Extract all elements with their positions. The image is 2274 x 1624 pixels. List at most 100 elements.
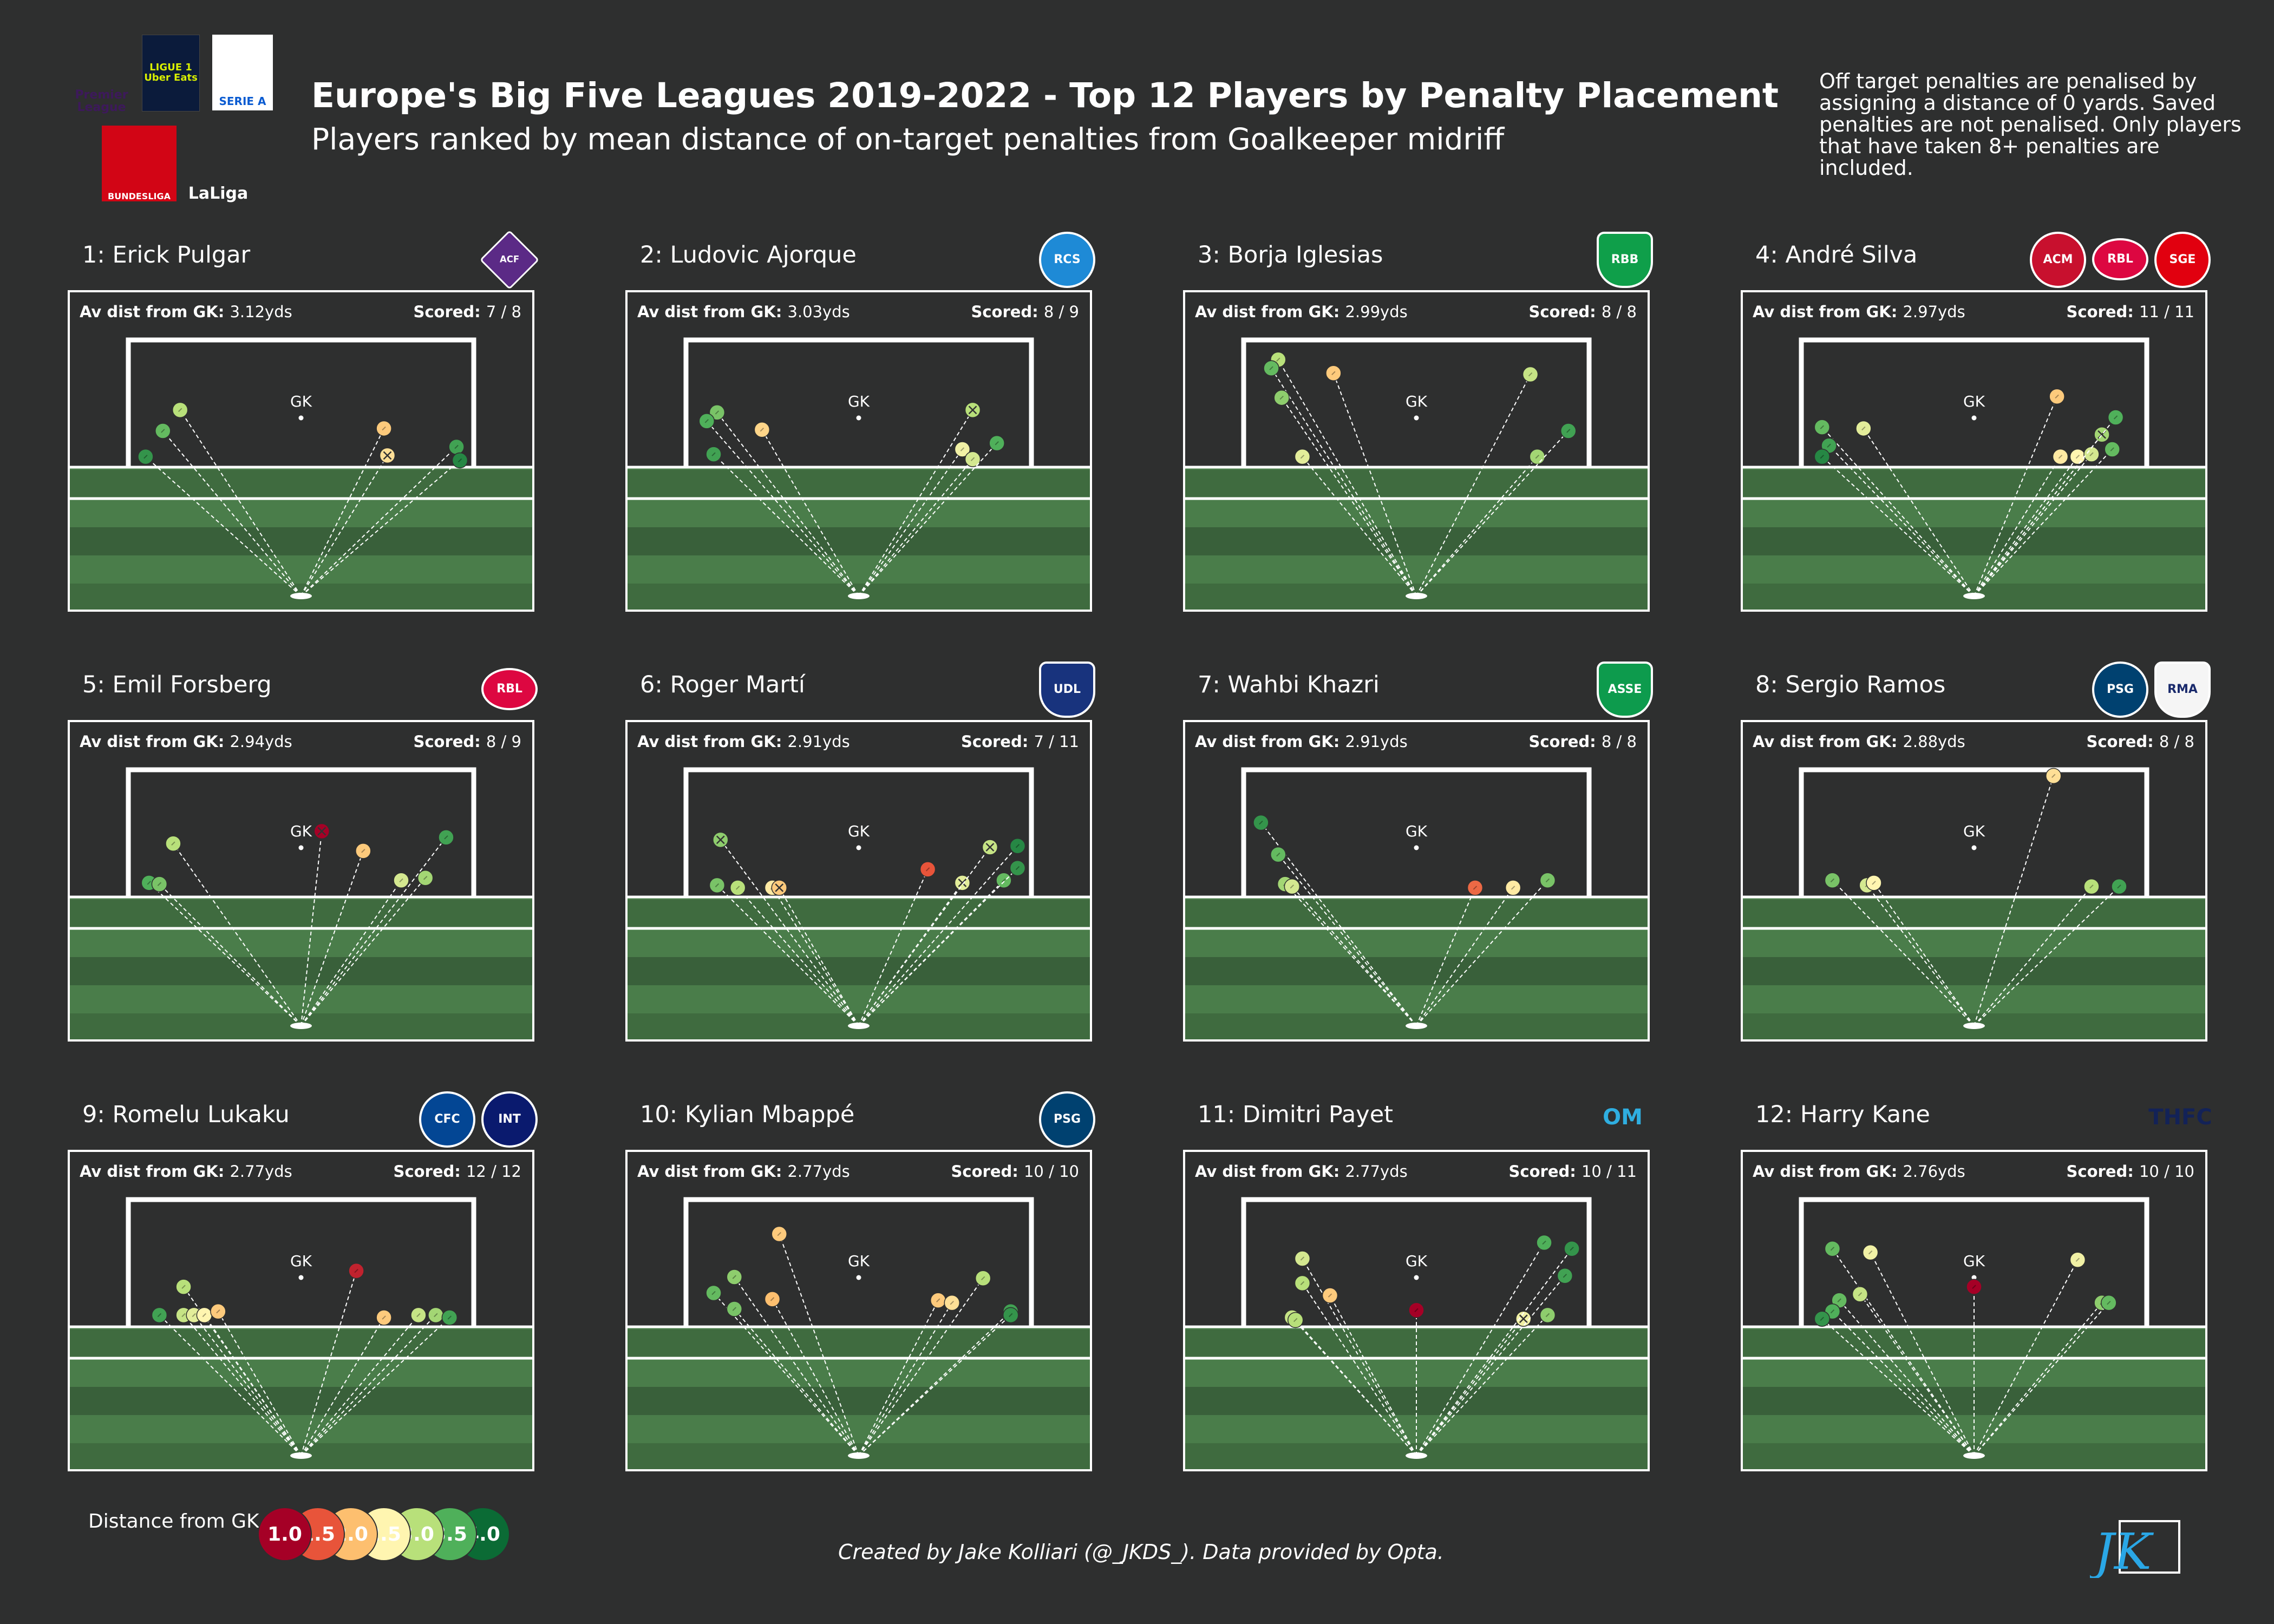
shot-trajectory xyxy=(159,1314,302,1456)
shot-marker xyxy=(1855,420,1872,437)
gk-midriff-dot xyxy=(298,415,304,421)
goal-frame xyxy=(1799,1197,2149,1327)
shot-missed-mark xyxy=(985,843,995,852)
club-badge: INT xyxy=(481,1091,538,1148)
shot-trajectory xyxy=(1974,449,2113,597)
shot-marker xyxy=(376,420,392,437)
grass-stripe xyxy=(69,1415,533,1443)
shot-trajectory xyxy=(218,1311,302,1456)
shot-detail xyxy=(981,1276,985,1280)
grass-stripe xyxy=(1184,928,1649,957)
scored-text: Scored: 8 / 9 xyxy=(971,303,1079,321)
shot-marker xyxy=(975,1270,991,1287)
gk-label: GK xyxy=(1406,392,1428,410)
shot-detail xyxy=(2110,447,2114,451)
shot-marker xyxy=(1536,1234,1552,1251)
shot-trajectory xyxy=(1416,1242,1545,1456)
shot-marker xyxy=(2111,878,2127,895)
shot-detail xyxy=(1293,1318,1298,1322)
shot-marker xyxy=(1322,1287,1338,1304)
shot-detail xyxy=(1563,1274,1567,1278)
league-logo-laliga: LaLiga xyxy=(188,184,249,203)
gk-label: GK xyxy=(1963,392,1985,410)
penalty-chart-9: Av dist from GK: 2.77yds Scored: 12 / 12 G… xyxy=(68,1150,534,1471)
shot-detail xyxy=(157,1313,162,1318)
avg-dist-text: Av dist from GK: 2.77yds xyxy=(80,1162,292,1181)
goal-frame xyxy=(126,767,476,897)
shot-trajectory xyxy=(858,1314,1011,1456)
grass-stripe xyxy=(69,527,533,555)
player-title: 2: Ludovic Ajorque xyxy=(640,241,857,269)
shot-detail xyxy=(2051,774,2056,778)
club-badge-abbr: RCS xyxy=(1054,253,1081,266)
shot-trajectory xyxy=(300,837,447,1026)
shot-trajectory xyxy=(1974,776,2054,1026)
shot-trajectory xyxy=(145,456,302,597)
avg-dist-text: Av dist from GK: 3.03yds xyxy=(637,303,850,321)
club-badge: UDL xyxy=(1039,662,1095,718)
penalty-chart-2: Av dist from GK: 3.03yds Scored: 8 / 9 GK xyxy=(625,290,1092,612)
shot-detail xyxy=(1300,454,1305,459)
club-badge-abbr: PSG xyxy=(1053,1112,1081,1126)
shot-detail xyxy=(2055,394,2059,399)
shot-missed-mark xyxy=(317,827,326,836)
shot-detail xyxy=(1269,366,1273,370)
scored-text: Scored: 7 / 8 xyxy=(413,303,521,321)
grass-stripe xyxy=(1742,527,2206,555)
shot-detail xyxy=(447,1315,452,1320)
shot-detail xyxy=(458,458,462,463)
grass-stripe xyxy=(626,985,1091,1013)
shot-marker xyxy=(2049,388,2065,405)
shot-marker xyxy=(1287,1312,1304,1328)
goal-frame xyxy=(1799,767,2149,897)
grass-stripe xyxy=(1742,900,2206,928)
shot-marker xyxy=(452,452,468,469)
shot-trajectory xyxy=(772,887,859,1026)
shot-marker xyxy=(2052,448,2069,465)
scored-text: Scored: 10 / 10 xyxy=(2067,1162,2194,1181)
shot-marker xyxy=(2104,441,2120,457)
shot-marker xyxy=(1564,1241,1580,1257)
shot-marker xyxy=(1824,1241,1841,1257)
shot-detail xyxy=(1820,425,1824,429)
club-badge-abbr: RBB xyxy=(1611,253,1639,266)
shot-marker xyxy=(919,861,936,878)
shot-detail xyxy=(1861,426,1866,431)
gk-midriff-dot xyxy=(1414,415,1419,421)
shot-detail xyxy=(732,1307,737,1311)
club-badge: RBL xyxy=(2092,238,2148,280)
shot-marker xyxy=(410,1307,427,1324)
shot-detail xyxy=(1290,884,1295,889)
shot-detail xyxy=(2107,1300,2111,1305)
grass-stripe xyxy=(626,957,1091,985)
shot-trajectory xyxy=(1416,887,1514,1026)
shot-marker xyxy=(1284,878,1301,895)
shot-detail xyxy=(171,841,175,846)
shot-marker xyxy=(1273,389,1290,406)
shot-detail xyxy=(1858,1292,1863,1296)
shot-trajectory xyxy=(300,831,323,1026)
league-logo-premier-league: Premier League xyxy=(75,88,128,114)
goal-frame xyxy=(1241,767,1592,897)
shot-trajectory xyxy=(1832,1311,1975,1456)
shot-marker xyxy=(1522,366,1539,383)
shot-trajectory xyxy=(1416,880,1548,1026)
scored-text: Scored: 12 / 12 xyxy=(394,1162,521,1181)
league-logo-serie-a: SERIE A xyxy=(212,35,273,110)
grass-stripe xyxy=(1742,470,2206,499)
shot-trajectory xyxy=(1416,456,1538,597)
player-title: 5: Emil Forsberg xyxy=(82,671,272,698)
shot-marker xyxy=(2101,1294,2117,1311)
shot-trajectory xyxy=(858,869,929,1026)
shot-trajectory xyxy=(1260,822,1417,1026)
grass-stripe xyxy=(69,900,533,928)
shot-trajectory xyxy=(300,1314,419,1456)
shot-detail xyxy=(181,1313,186,1318)
shot-detail xyxy=(711,452,716,456)
shot-trajectory xyxy=(179,409,302,597)
shot-detail xyxy=(1872,881,1876,885)
shot-detail xyxy=(1830,1247,1835,1251)
shot-detail xyxy=(2075,1258,2080,1262)
shot-marker xyxy=(1467,880,1484,896)
shot-marker xyxy=(1009,860,1026,876)
